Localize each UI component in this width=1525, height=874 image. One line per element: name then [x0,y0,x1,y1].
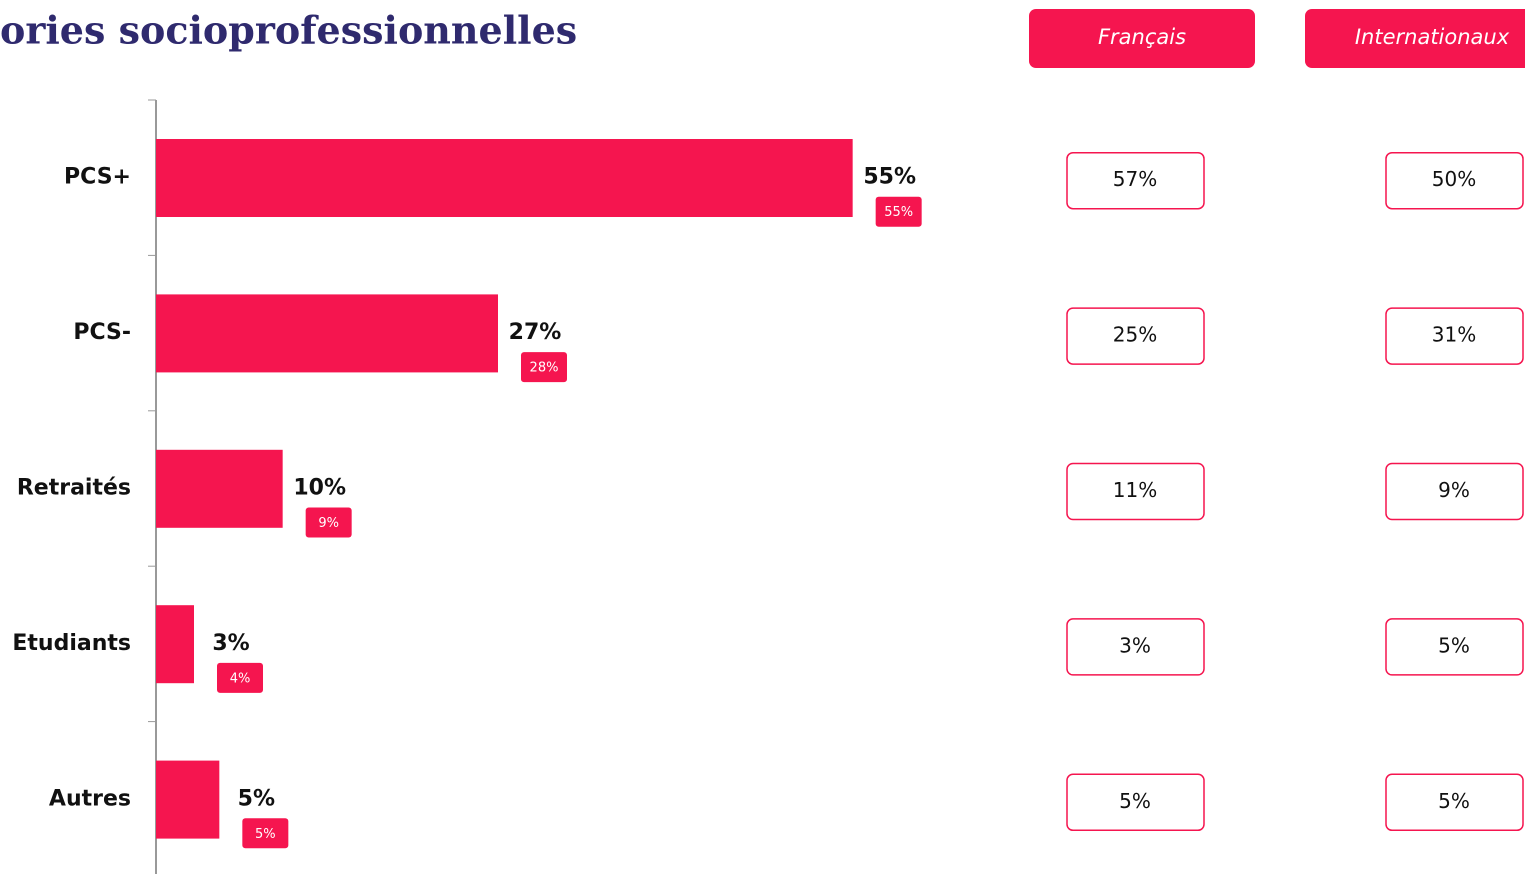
cell-value: 50% [1432,167,1476,191]
bar [156,760,220,839]
cell-box [1385,307,1524,365]
column-header-button[interactable] [1029,9,1255,68]
cell-value: 31% [1432,323,1476,347]
cell-box [1385,151,1524,210]
badge-label: 4% [230,671,251,686]
cell-box [1385,462,1524,521]
cell-value: 5% [1438,789,1470,813]
cell-value: 57% [1113,167,1157,191]
cell-box [1385,773,1524,832]
column-header: Internationaux [1355,25,1510,49]
column-header-button[interactable] [1305,9,1525,68]
badge [305,507,352,538]
bar [156,294,498,373]
badge [242,818,289,849]
cell-box [1066,773,1205,832]
bar [156,605,194,684]
value-label: 5% [238,786,275,811]
badge [875,196,922,227]
badge-label: 28% [530,361,559,376]
category-label: PCS- [73,320,131,345]
cell-value: 9% [1438,478,1470,502]
column-header: Français [1098,25,1186,49]
cell-value: 5% [1119,789,1151,813]
cell-box [1066,462,1205,521]
bar [156,449,283,528]
cell-box [1066,307,1205,365]
cell-box [1066,618,1205,676]
value-label: 55% [863,165,916,190]
badge [217,662,263,693]
cell-value: 25% [1113,323,1157,347]
badge [521,352,567,383]
cell-value: 5% [1438,633,1470,657]
value-label: 3% [212,631,249,656]
category-label: Retraités [17,476,131,501]
badge-label: 55% [884,205,913,220]
value-label: 27% [509,320,562,345]
category-label: Etudiants [12,631,131,656]
category-label: PCS+ [64,165,131,190]
cell-value: 3% [1119,633,1151,657]
category-label: Autres [49,786,131,811]
cell-value: 11% [1113,478,1157,502]
badge-label: 5% [255,827,276,842]
bar [156,139,853,217]
cell-box [1385,618,1524,676]
chart-title: ories socioprofessionnelles [0,8,577,53]
value-label: 10% [293,476,346,501]
cell-box [1066,151,1205,210]
badge-label: 9% [318,516,339,531]
